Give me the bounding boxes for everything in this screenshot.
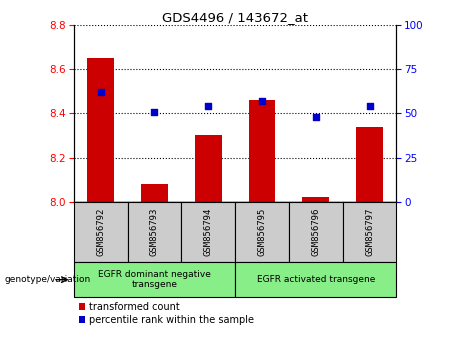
Text: GSM856794: GSM856794 xyxy=(204,208,213,256)
Point xyxy=(97,89,104,95)
Bar xyxy=(181,202,235,262)
Text: genotype/variation: genotype/variation xyxy=(5,275,91,284)
Text: GSM856797: GSM856797 xyxy=(365,208,374,256)
Point xyxy=(366,103,373,109)
Title: GDS4496 / 143672_at: GDS4496 / 143672_at xyxy=(162,11,308,24)
Bar xyxy=(356,127,383,202)
Text: GSM856792: GSM856792 xyxy=(96,208,105,256)
Legend: transformed count, percentile rank within the sample: transformed count, percentile rank withi… xyxy=(79,302,254,325)
Point xyxy=(258,98,266,104)
Point xyxy=(151,109,158,114)
Bar xyxy=(74,262,235,297)
Bar xyxy=(302,198,329,202)
Bar xyxy=(248,100,275,202)
Text: EGFR dominant negative
transgene: EGFR dominant negative transgene xyxy=(98,270,211,289)
Bar xyxy=(289,202,343,262)
Point xyxy=(205,103,212,109)
Bar xyxy=(141,184,168,202)
Bar xyxy=(195,135,222,202)
Point xyxy=(312,114,319,120)
Bar xyxy=(343,202,396,262)
Bar xyxy=(235,202,289,262)
Text: EGFR activated transgene: EGFR activated transgene xyxy=(257,275,375,284)
Bar xyxy=(87,58,114,202)
Bar xyxy=(235,262,396,297)
Bar xyxy=(74,202,128,262)
Bar xyxy=(128,202,181,262)
Text: GSM856796: GSM856796 xyxy=(311,208,320,256)
Text: GSM856795: GSM856795 xyxy=(258,208,266,256)
Text: GSM856793: GSM856793 xyxy=(150,208,159,256)
